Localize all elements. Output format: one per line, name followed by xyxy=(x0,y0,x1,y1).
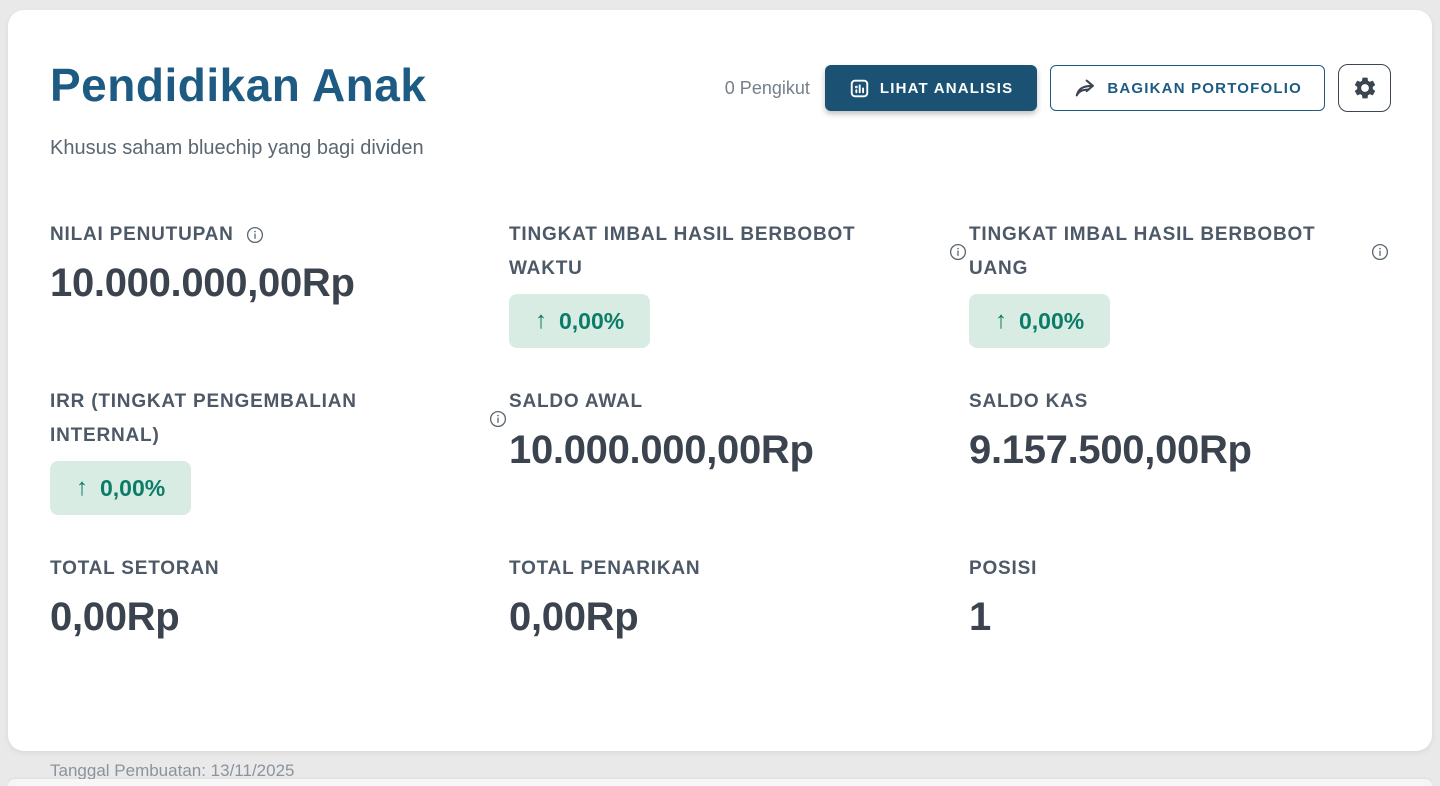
stat-label: POSISI xyxy=(969,558,1038,580)
settings-button[interactable] xyxy=(1338,64,1391,112)
portfolio-summary-card: Pendidikan Anak Khusus saham bluechip ya… xyxy=(8,10,1432,780)
stat-label: TOTAL PENARIKAN xyxy=(509,558,701,580)
badge-value: 0,00% xyxy=(100,474,166,501)
stat-label: TINGKAT IMBAL HASIL BERBOBOT UANG xyxy=(969,224,1316,280)
creation-date: Tanggal Pembuatan: 13/11/2025 xyxy=(50,761,295,781)
followers-count: 0 Pengikut xyxy=(724,77,810,98)
stat-money-weighted-return: TINGKAT IMBAL HASIL BERBOBOT UANG ↑ 0,00… xyxy=(969,218,1391,385)
stat-irr: IRR (TINGKAT PENGEMBALIAN INTERNAL) ↑ 0,… xyxy=(50,385,509,552)
stat-value: 0,00Rp xyxy=(509,595,639,640)
next-card-edge xyxy=(8,779,1432,786)
badge-value: 0,00% xyxy=(1019,307,1085,334)
gear-icon xyxy=(1352,75,1378,101)
share-arrow-icon xyxy=(1073,77,1097,99)
stat-value: 9.157.500,00Rp xyxy=(969,428,1252,473)
stat-time-weighted-return: TINGKAT IMBAL HASIL BERBOBOT WAKTU ↑ 0,0… xyxy=(509,218,969,385)
info-circle-icon[interactable] xyxy=(246,226,264,244)
stat-value: 0,00Rp xyxy=(50,595,180,640)
badge-value: 0,00% xyxy=(559,307,625,334)
stat-label: SALDO KAS xyxy=(969,391,1089,413)
up-arrow-icon: ↑ xyxy=(535,307,547,335)
view-analysis-button[interactable]: LIHAT ANALISIS xyxy=(824,65,1038,111)
share-portfolio-label: BAGIKAN PORTOFOLIO xyxy=(1107,79,1302,97)
stat-initial-balance: SALDO AWAL 10.000.000,00Rp xyxy=(509,385,969,552)
change-badge: ↑ 0,00% xyxy=(509,294,651,349)
stat-cash-balance: SALDO KAS 9.157.500,00Rp xyxy=(969,385,1391,552)
stat-label: IRR (TINGKAT PENGEMBALIAN INTERNAL) xyxy=(50,391,357,447)
stat-label: TOTAL SETORAN xyxy=(50,558,220,580)
change-badge: ↑ 0,00% xyxy=(50,461,192,516)
header-left: Pendidikan Anak Khusus saham bluechip ya… xyxy=(50,58,426,160)
bar-chart-icon xyxy=(849,78,870,99)
info-circle-icon[interactable] xyxy=(489,410,507,428)
header: Pendidikan Anak Khusus saham bluechip ya… xyxy=(50,58,1391,160)
stat-label: TINGKAT IMBAL HASIL BERBOBOT WAKTU xyxy=(509,224,856,280)
stat-positions: POSISI 1 xyxy=(969,552,1391,719)
page-title: Pendidikan Anak xyxy=(50,59,427,111)
stat-total-deposit: TOTAL SETORAN 0,00Rp xyxy=(50,552,509,719)
view-analysis-label: LIHAT ANALISIS xyxy=(879,79,1014,97)
stat-label: NILAI PENUTUPAN xyxy=(50,224,234,246)
up-arrow-icon: ↑ xyxy=(76,474,88,502)
stats-grid: NILAI PENUTUPAN 10.000.000,00Rp TINGKAT … xyxy=(50,218,1391,719)
stat-label: SALDO AWAL xyxy=(509,391,643,413)
stat-closing-value: NILAI PENUTUPAN 10.000.000,00Rp xyxy=(50,218,509,385)
stat-value: 1 xyxy=(969,595,991,640)
header-actions: 0 Pengikut LIHAT ANALISIS xyxy=(725,64,1391,112)
stat-value: 10.000.000,00Rp xyxy=(509,428,814,473)
info-circle-icon[interactable] xyxy=(949,243,967,261)
info-circle-icon[interactable] xyxy=(1371,243,1389,261)
stat-total-withdrawal: TOTAL PENARIKAN 0,00Rp xyxy=(509,552,969,719)
up-arrow-icon: ↑ xyxy=(995,307,1007,335)
share-portfolio-button[interactable]: BAGIKAN PORTOFOLIO xyxy=(1050,65,1325,111)
stat-value: 10.000.000,00Rp xyxy=(50,261,355,306)
portfolio-description: Khusus saham bluechip yang bagi dividen xyxy=(50,137,424,160)
change-badge: ↑ 0,00% xyxy=(969,294,1111,349)
